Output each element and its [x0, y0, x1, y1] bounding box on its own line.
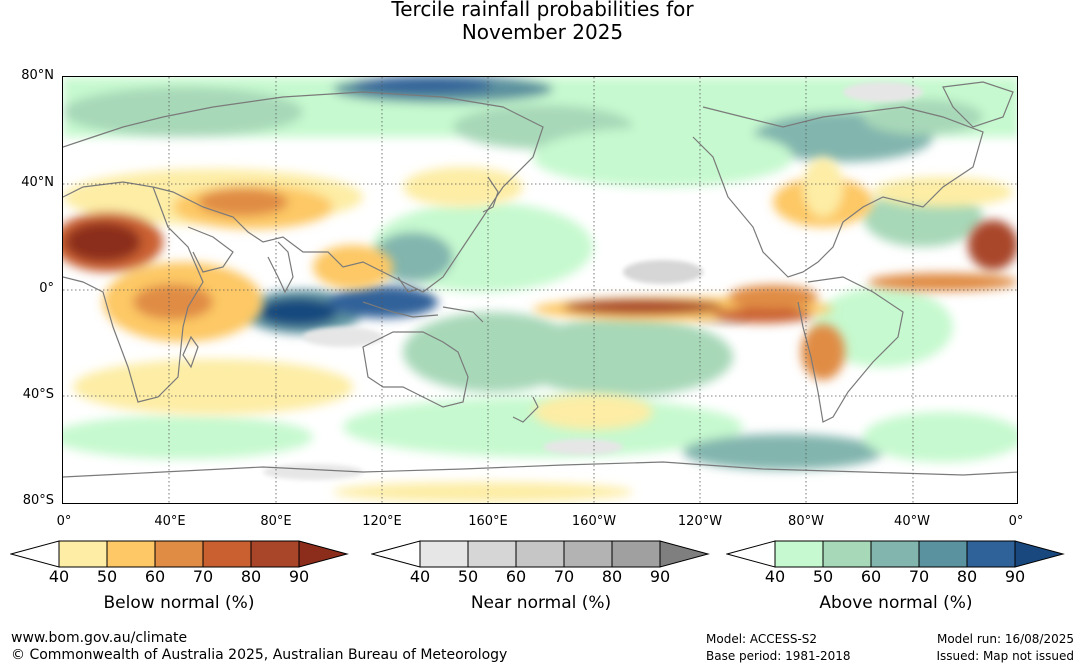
copyright-text: © Commonwealth of Australia 2025, Austra…	[11, 647, 508, 663]
colorbar-1-swatch-1	[467, 540, 517, 568]
tick-below-60: 60	[144, 567, 166, 586]
lat-label-40s: 40°S	[22, 387, 54, 402]
lon-label-120w: 120°W	[677, 514, 723, 529]
colorbar-near-normal-label: Near normal (%)	[470, 593, 612, 613]
tick-below-90: 90	[288, 567, 310, 586]
gridlines	[63, 77, 1017, 503]
map-canvas	[63, 77, 1017, 503]
colorbar-near-normal-swatches	[371, 540, 710, 568]
base-period: Base period: 1981-2018	[706, 649, 851, 663]
tick-near-80: 80	[601, 567, 623, 586]
lon-label-40w: 40°W	[894, 514, 930, 529]
tick-above-60: 60	[860, 567, 882, 586]
tick-above-80: 80	[956, 567, 978, 586]
lon-label-120e: 120°E	[362, 514, 402, 529]
issued-status: Issued: Map not issued	[936, 649, 1074, 663]
colorbar-2-swatch-2	[870, 540, 920, 568]
tick-near-70: 70	[553, 567, 575, 586]
rainfall-probability-map	[62, 76, 1018, 504]
tick-above-50: 50	[812, 567, 834, 586]
below-normal-regions	[63, 157, 1017, 502]
colorbar-above-normal-label: Above normal (%)	[819, 593, 973, 613]
lon-label-0-left: 0°	[56, 514, 72, 529]
colorbar-0-swatch-0	[58, 540, 108, 568]
lat-label-40n: 40°N	[21, 175, 54, 190]
lon-label-80e: 80°E	[260, 514, 292, 529]
colorbar-above-normal	[726, 540, 1066, 568]
colorbar-1-swatch-2	[515, 540, 565, 568]
lon-label-80w: 80°W	[788, 514, 824, 529]
colorbar-1-swatch-3	[563, 540, 613, 568]
tick-above-40: 40	[764, 567, 786, 586]
colorbar-2-high-arrow	[1014, 540, 1065, 568]
colorbar-0-high-arrow	[298, 540, 349, 568]
colorbar-below-normal-swatches	[10, 540, 349, 568]
lon-label-160e: 160°E	[468, 514, 508, 529]
tick-near-40: 40	[409, 567, 431, 586]
map-title-line2: November 2025	[461, 20, 624, 44]
colorbar-2-swatch-4	[966, 540, 1016, 568]
model-name: Model: ACCESS-S2	[706, 632, 818, 646]
tick-below-50: 50	[96, 567, 118, 586]
lat-label-80n: 80°N	[21, 68, 54, 83]
colorbar-2-swatch-0	[774, 540, 824, 568]
coastlines	[63, 81, 1017, 478]
colorbar-above-normal-swatches	[726, 540, 1065, 568]
map-title-line1: Tercile rainfall probabilities for	[391, 0, 694, 21]
colorbar-near-normal	[371, 540, 711, 568]
tick-above-90: 90	[1004, 567, 1026, 586]
colorbar-below-normal-label: Below normal (%)	[103, 593, 255, 613]
website-url: www.bom.gov.au/climate	[11, 630, 188, 646]
tick-below-80: 80	[240, 567, 262, 586]
colorbar-2-swatch-1	[822, 540, 872, 568]
tick-near-50: 50	[457, 567, 479, 586]
colorbar-2-low-arrow	[726, 540, 776, 568]
tick-near-90: 90	[649, 567, 671, 586]
model-run-date: Model run: 16/08/2025	[936, 632, 1074, 646]
colorbar-1-low-arrow	[371, 540, 421, 568]
lon-label-160w: 160°W	[571, 514, 617, 529]
colorbar-1-swatch-0	[419, 540, 469, 568]
tick-above-70: 70	[908, 567, 930, 586]
colorbar-0-swatch-3	[202, 540, 252, 568]
tick-below-70: 70	[192, 567, 214, 586]
lon-label-40e: 40°E	[154, 514, 186, 529]
lat-label-equator: 0°	[39, 281, 54, 296]
colorbar-0-swatch-2	[154, 540, 204, 568]
lon-label-0-right: 0°	[1008, 514, 1024, 529]
colorbar-0-low-arrow	[10, 540, 60, 568]
near-normal-regions	[263, 82, 923, 480]
tick-near-60: 60	[505, 567, 527, 586]
colorbar-2-swatch-3	[918, 540, 968, 568]
colorbar-below-normal	[10, 540, 350, 568]
colorbar-0-swatch-4	[250, 540, 300, 568]
colorbar-0-swatch-1	[106, 540, 156, 568]
colorbar-1-high-arrow	[659, 540, 710, 568]
tick-below-40: 40	[48, 567, 70, 586]
lat-label-80s: 80°S	[22, 493, 54, 508]
colorbar-1-swatch-4	[611, 540, 661, 568]
